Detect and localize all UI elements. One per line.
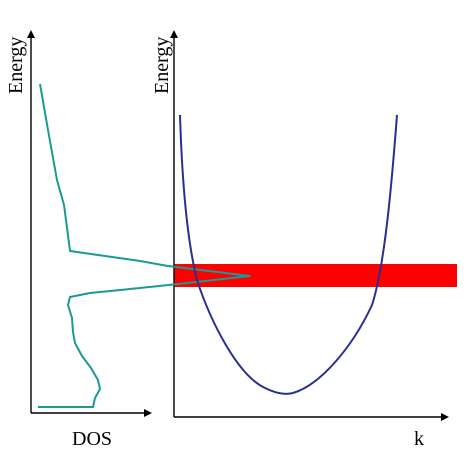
right-x-axis-label: k	[414, 428, 424, 450]
left-x-axis-label: DOS	[72, 428, 112, 450]
right-y-axis-label: Energy	[151, 37, 173, 94]
dos-curve	[38, 83, 251, 408]
left-y-axis-label: Energy	[5, 37, 27, 94]
band-dispersion-curve	[179, 114, 398, 395]
energy-band-highlight	[174, 264, 457, 287]
